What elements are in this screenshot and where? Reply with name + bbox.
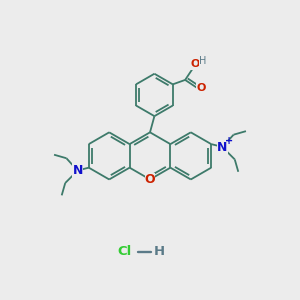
Text: N: N — [72, 164, 83, 177]
Text: O: O — [190, 59, 200, 69]
Text: Cl: Cl — [118, 245, 132, 258]
Text: O: O — [145, 173, 155, 186]
Text: O: O — [197, 83, 206, 93]
Text: N: N — [217, 141, 228, 154]
Text: H: H — [153, 245, 164, 258]
Text: +: + — [225, 136, 233, 146]
Text: H: H — [200, 56, 207, 66]
